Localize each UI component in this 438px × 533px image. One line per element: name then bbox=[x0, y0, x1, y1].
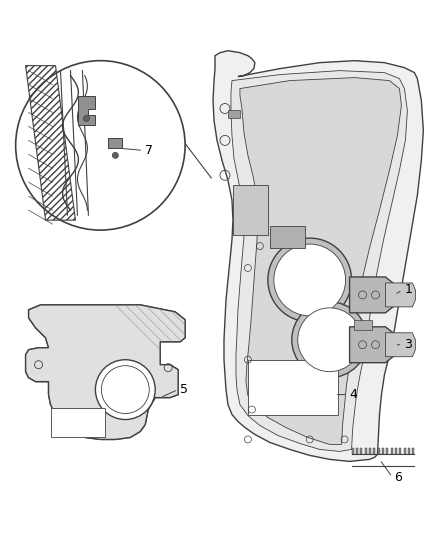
Text: 5: 5 bbox=[180, 383, 188, 396]
FancyBboxPatch shape bbox=[233, 185, 268, 235]
Text: 1: 1 bbox=[404, 284, 412, 296]
Circle shape bbox=[112, 152, 118, 158]
Text: 4: 4 bbox=[350, 388, 357, 401]
FancyBboxPatch shape bbox=[108, 139, 122, 148]
FancyBboxPatch shape bbox=[270, 226, 305, 248]
Circle shape bbox=[274, 244, 346, 316]
FancyBboxPatch shape bbox=[353, 320, 371, 330]
Text: 3: 3 bbox=[404, 338, 412, 351]
Polygon shape bbox=[399, 448, 401, 455]
Polygon shape bbox=[25, 305, 185, 439]
Polygon shape bbox=[378, 448, 380, 455]
Polygon shape bbox=[391, 448, 393, 455]
Polygon shape bbox=[386, 448, 389, 455]
Polygon shape bbox=[25, 305, 185, 439]
Polygon shape bbox=[385, 283, 415, 307]
Polygon shape bbox=[369, 448, 371, 455]
Circle shape bbox=[83, 116, 89, 122]
Polygon shape bbox=[385, 333, 415, 357]
Polygon shape bbox=[78, 95, 95, 125]
Polygon shape bbox=[356, 448, 358, 455]
Polygon shape bbox=[373, 448, 375, 455]
Polygon shape bbox=[213, 51, 424, 462]
Polygon shape bbox=[408, 448, 410, 455]
Polygon shape bbox=[364, 448, 367, 455]
Polygon shape bbox=[412, 448, 414, 455]
Polygon shape bbox=[231, 71, 407, 451]
Polygon shape bbox=[350, 277, 396, 313]
Polygon shape bbox=[360, 448, 362, 455]
Circle shape bbox=[292, 302, 367, 378]
FancyBboxPatch shape bbox=[248, 360, 338, 415]
Text: 6: 6 bbox=[395, 471, 403, 484]
Text: 7: 7 bbox=[145, 144, 153, 157]
Circle shape bbox=[298, 308, 361, 372]
Circle shape bbox=[268, 238, 352, 322]
Polygon shape bbox=[395, 448, 397, 455]
Circle shape bbox=[16, 61, 185, 230]
FancyBboxPatch shape bbox=[228, 110, 240, 118]
Polygon shape bbox=[240, 78, 401, 445]
Circle shape bbox=[95, 360, 155, 419]
FancyBboxPatch shape bbox=[50, 408, 106, 438]
Polygon shape bbox=[352, 448, 354, 455]
Polygon shape bbox=[382, 448, 384, 455]
Polygon shape bbox=[403, 448, 406, 455]
Polygon shape bbox=[350, 327, 396, 362]
